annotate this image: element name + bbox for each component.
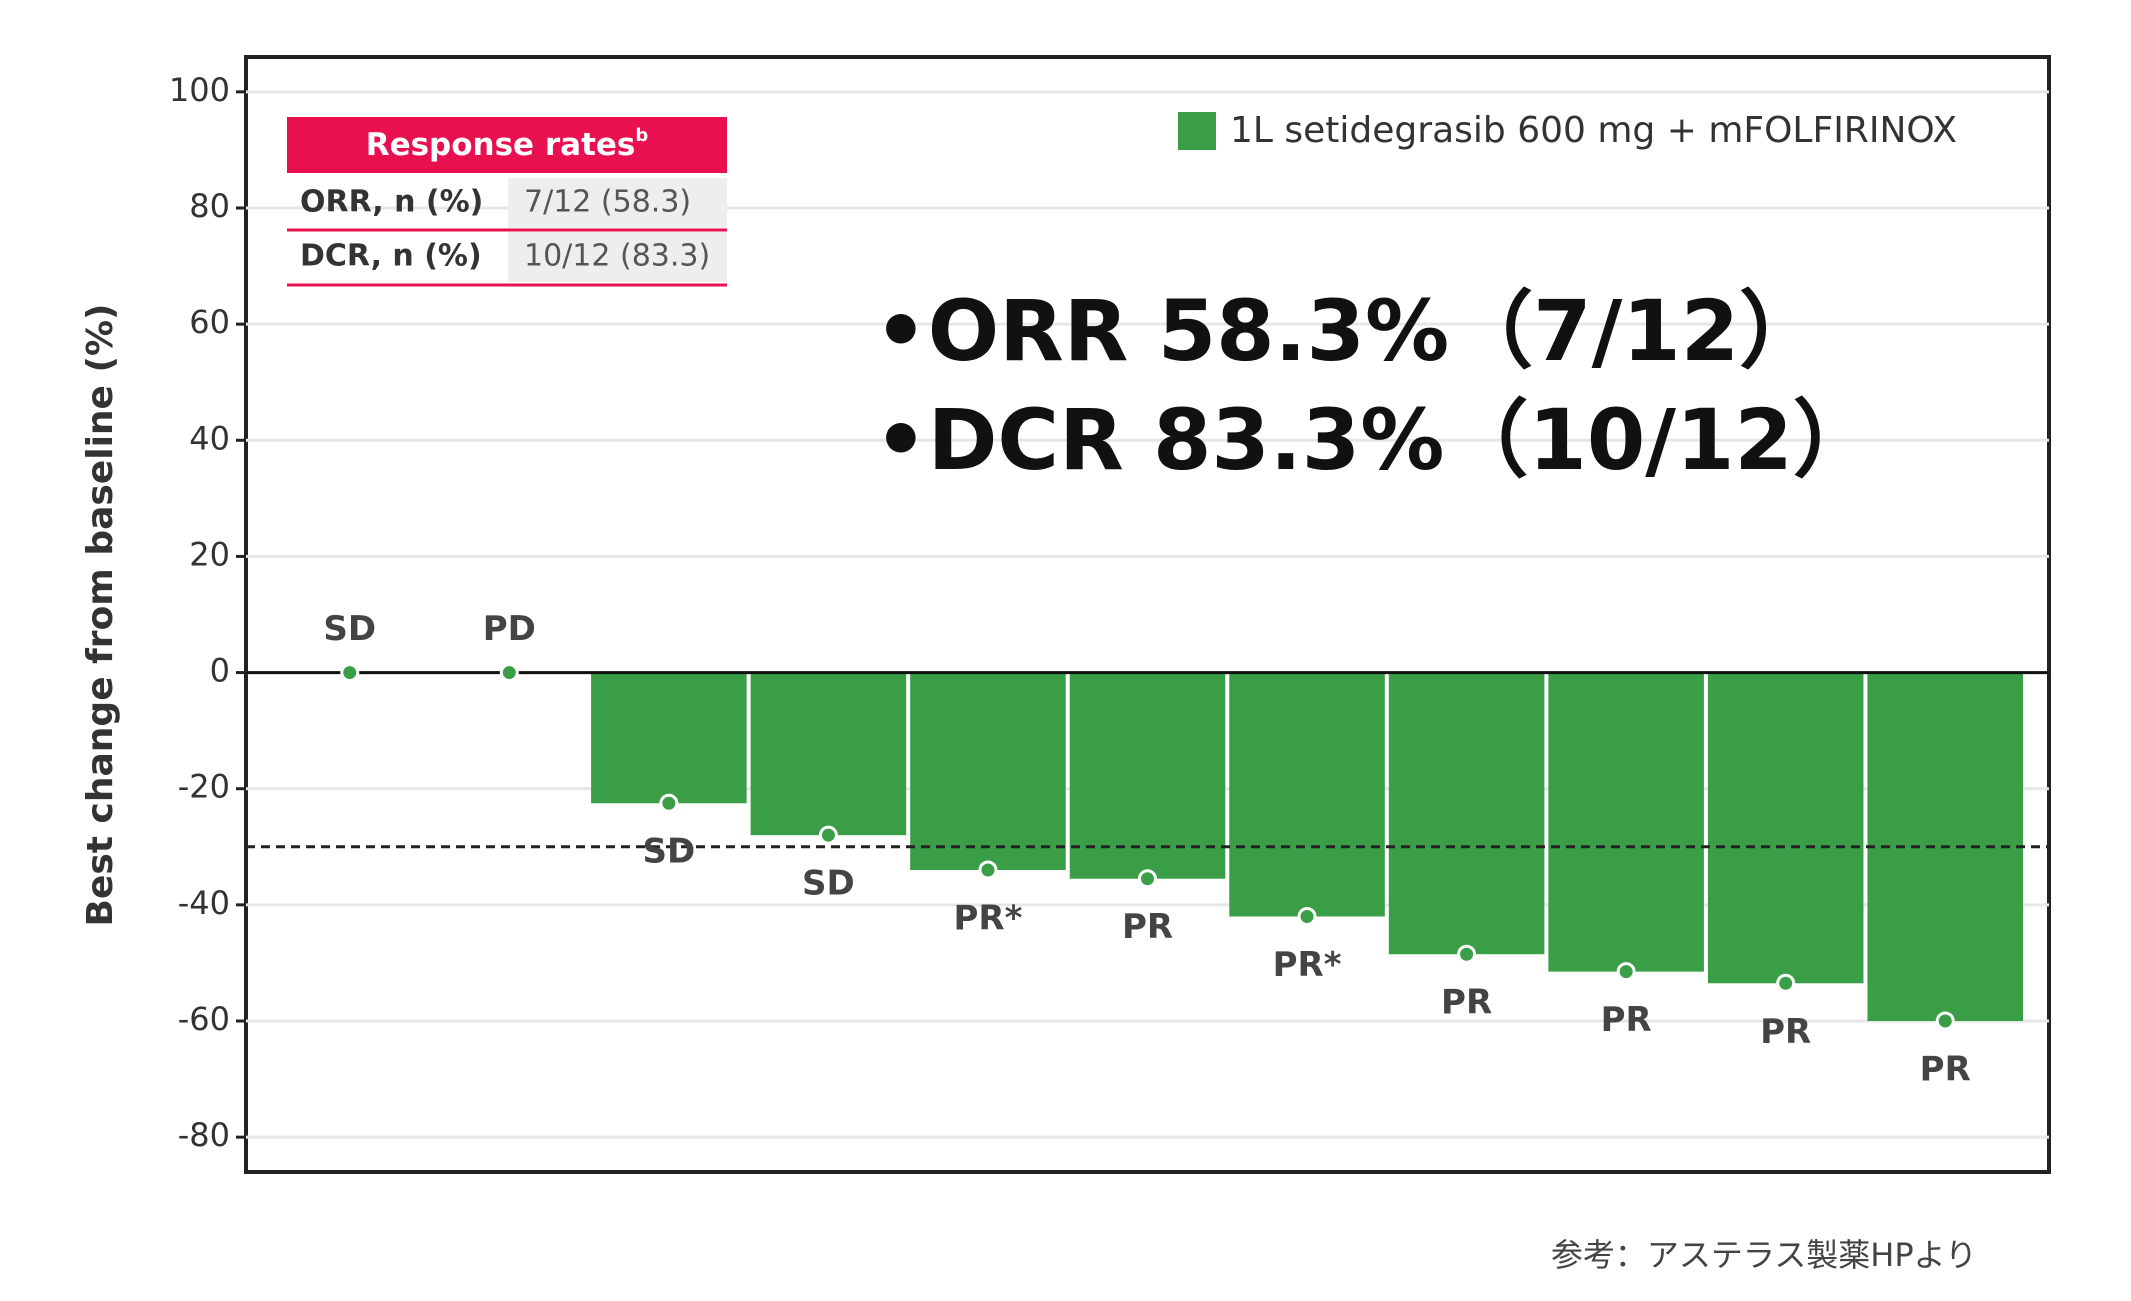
source-note: 参考：アステラス製薬HPより (1551, 1236, 1977, 1274)
response-label: SD (643, 832, 696, 872)
legend-label: 1L setidegrasib 600 mg + mFOLFIRINOX (1230, 110, 1957, 151)
response-label: PR* (1273, 945, 1342, 985)
response-table: Response ratesb ORR, n (%) 7/12 (58.3) D… (287, 117, 727, 287)
bar-end-dot (659, 793, 679, 813)
y-tick-label: -60 (178, 1000, 230, 1038)
response-label: PR (1760, 1012, 1811, 1052)
table-cell (508, 178, 727, 228)
response-label: SD (323, 609, 376, 649)
bar-end-dot (1297, 906, 1317, 926)
highlight: •ORR 58.3%（7/12） (874, 282, 1823, 380)
bar (910, 672, 1066, 871)
y-axis-label: Best change from baseline (%) (80, 304, 121, 927)
y-tick-label: 40 (189, 419, 230, 457)
y-tick-label: 20 (189, 535, 230, 573)
bar (1229, 672, 1385, 917)
y-tick-label: -80 (178, 1116, 230, 1154)
table-title-note: b (635, 125, 648, 146)
bar (1548, 672, 1704, 972)
bar-end-dot (1616, 962, 1636, 982)
y-tick-label: -20 (178, 768, 230, 806)
table-cell (508, 232, 727, 282)
y-tick-label: 0 (210, 652, 230, 690)
bar (750, 672, 907, 836)
table-header (287, 117, 727, 173)
response-label: SD (802, 864, 855, 904)
bar-end-dot (1776, 973, 1796, 993)
table-cell-text: 7/12 (58.3) (524, 185, 691, 220)
table-title-text: Response rates (366, 127, 636, 163)
response-label: PR (1920, 1050, 1971, 1090)
bar (1069, 672, 1226, 879)
y-tick-label: -40 (178, 884, 230, 922)
bar (1388, 672, 1545, 955)
response-label: PR (1122, 907, 1173, 947)
y-tick-label: 80 (189, 187, 230, 225)
highlight: •DCR 83.3%（10/12） (874, 391, 1877, 489)
y-tick-label: 60 (189, 303, 230, 341)
bar-end-dot (1935, 1011, 1955, 1031)
bar-end-dot (1457, 944, 1477, 964)
bar (1707, 672, 1864, 984)
y-tick-label: 100 (169, 71, 230, 109)
response-label: PR* (954, 899, 1023, 939)
bar-end-dot (978, 860, 998, 880)
bar (591, 672, 747, 804)
bar-end-dot (499, 663, 519, 683)
bar-end-dot (340, 663, 360, 683)
table-cell-text: ORR, n (%) (300, 185, 483, 220)
response-label: PR (1601, 1000, 1652, 1040)
legend-swatch (1178, 112, 1216, 150)
response-label: PD (483, 609, 536, 649)
table-cell-text: DCR, n (%) (300, 239, 482, 274)
bar-end-dot (1138, 869, 1157, 889)
table-title: Response ratesb (366, 125, 649, 163)
bar-end-dot (818, 825, 838, 845)
table-cell-text: 10/12 (83.3) (524, 239, 710, 274)
response-label: PR (1441, 983, 1492, 1023)
